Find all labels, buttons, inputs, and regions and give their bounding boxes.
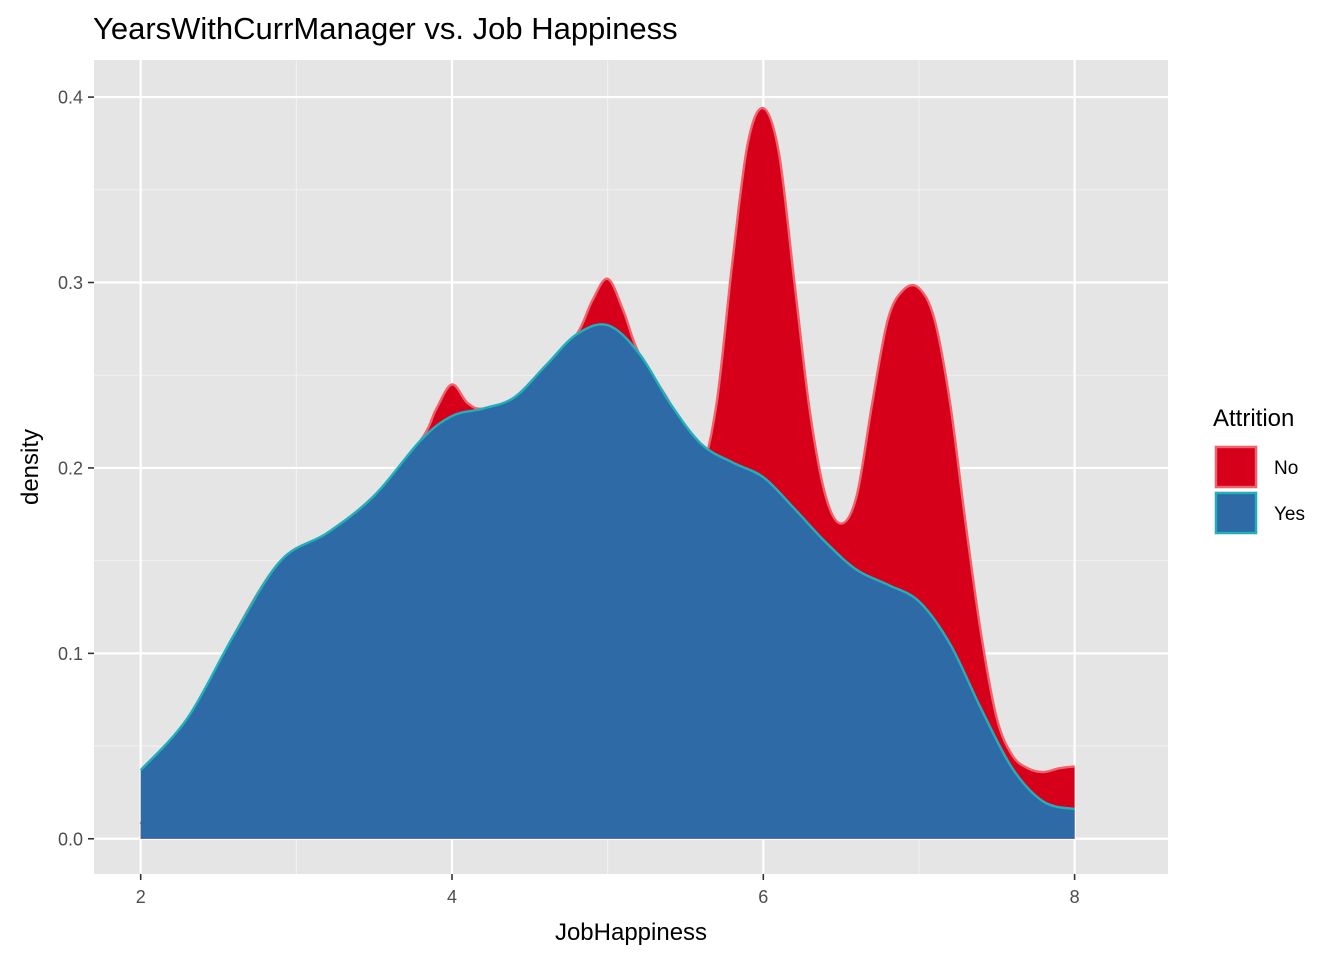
x-tick-label: 2 — [136, 887, 146, 907]
legend: Attrition No Yes — [1213, 405, 1305, 535]
legend-label-yes: Yes — [1274, 504, 1305, 525]
x-axis-title: JobHappiness — [555, 919, 707, 946]
y-axis-title: density — [17, 429, 44, 505]
y-tick-label: 0.2 — [58, 458, 83, 478]
y-tick-label: 0.1 — [58, 644, 83, 664]
x-tick-label: 6 — [758, 887, 768, 907]
density-area-yes — [140, 324, 1075, 839]
y-tick-label: 0.0 — [58, 829, 83, 849]
density-outline-yes — [139, 323, 1075, 811]
legend-swatch-yes — [1214, 491, 1258, 535]
y-tick-label: 0.4 — [58, 88, 83, 108]
legend-label-no: No — [1274, 458, 1298, 479]
density-areas — [139, 107, 1075, 839]
chart-title: YearsWithCurrManager vs. Job Happiness — [93, 11, 678, 46]
x-axis: 2 4 6 8 — [136, 874, 1080, 907]
legend-swatch-no — [1214, 445, 1258, 489]
y-tick-label: 0.3 — [58, 273, 83, 293]
x-tick-label: 8 — [1070, 887, 1080, 907]
y-axis: 0.0 0.1 0.2 0.3 0.4 — [58, 88, 94, 849]
x-tick-label: 4 — [447, 887, 457, 907]
legend-title: Attrition — [1213, 405, 1294, 432]
legend-keys: No Yes — [1214, 445, 1305, 535]
density-outline-no — [139, 107, 1075, 825]
